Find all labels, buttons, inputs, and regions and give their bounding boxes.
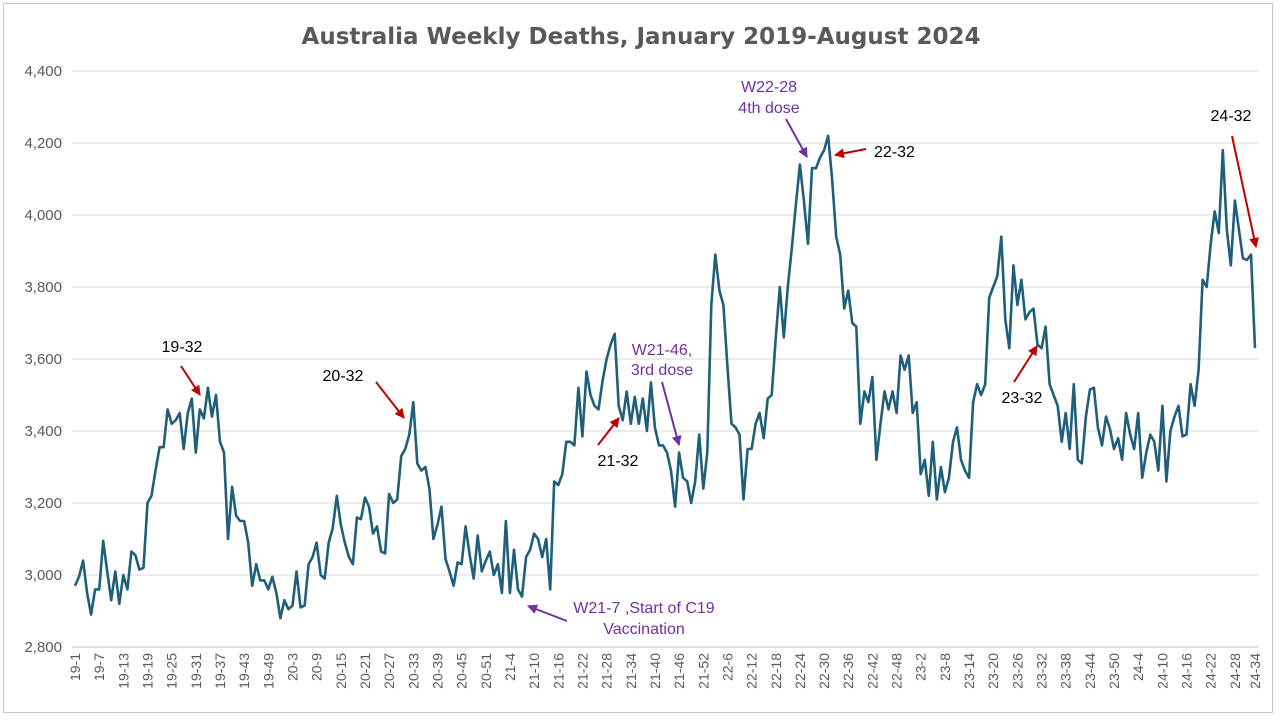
x-tick-label: 19-25 [164,653,180,689]
annotation-arrow [1231,135,1259,248]
x-tick-label: 20-51 [478,653,494,689]
y-tick-label: 3,000 [24,567,62,584]
x-tick-label: 23-14 [961,653,977,689]
annotation-label: 24-32 [1211,108,1252,125]
x-tick-label: 22-48 [889,653,905,689]
x-tick-label: 19-19 [139,653,155,689]
annotation-label: W22-28 [741,79,797,96]
x-tick-label: 19-49 [260,653,276,689]
x-tick-label: 19-1 [67,653,83,681]
x-tick-label: 20-3 [284,653,300,681]
x-tick-label: 21-40 [647,653,663,689]
x-tick-label: 19-43 [236,653,252,689]
x-tick-label: 20-9 [309,653,325,681]
x-tick-label: 23-2 [913,653,929,681]
x-tick-label: 21-10 [526,653,542,689]
x-tick-label: 19-7 [91,653,107,681]
y-tick-label: 4,400 [24,63,62,80]
x-tick-label: 22-6 [719,653,735,681]
annotation-arrow [661,381,682,446]
y-tick-label: 3,200 [24,495,62,512]
annotation-arrow [785,118,808,158]
x-tick-label: 20-27 [381,653,397,689]
x-tick-label: 20-15 [333,653,349,689]
line-chart: Australia Weekly Deaths, January 2019-Au… [24,24,1263,689]
x-tick-label: 21-46 [671,653,687,689]
annotation-arrow [597,417,620,446]
x-tick-label: 24-34 [1247,653,1263,689]
x-tick-label: 21-16 [550,653,566,689]
x-tick-label: 23-8 [937,653,953,681]
annotation-label: W21-46, [632,342,692,359]
x-tick-label: 19-13 [115,653,131,689]
y-tick-label: 4,000 [24,207,62,224]
x-tick-label: 20-39 [429,653,445,689]
y-tick-label: 2,800 [24,639,62,656]
x-axis: 19-1 19-7 19-13 19-19 19-25 19-31 19-37 19-43 19… [67,646,1263,689]
annotation-arrow [180,365,201,396]
x-tick-label: 23-32 [1034,653,1050,689]
x-tick-label: 23-38 [1058,653,1074,689]
x-tick-label: 24-16 [1179,653,1195,689]
x-tick-label: 24-4 [1130,653,1146,681]
annotation-arrow [375,381,405,419]
x-tick-label: 22-18 [768,653,784,689]
chart-title: Australia Weekly Deaths, January 2019-Au… [302,24,981,50]
annotation-label-2: 3rd dose [631,362,693,379]
x-tick-label: 21-28 [599,653,615,689]
x-tick-label: 24-28 [1227,653,1243,689]
x-tick-label: 24-10 [1154,653,1170,689]
annotation-label-2: Vaccination [603,621,685,638]
y-tick-label: 3,800 [24,279,62,296]
x-tick-label: 21-34 [623,653,639,689]
annotations: 19-32 20-32 21-32 W21-46, 3rd dose W21-7 ,Sta… [162,79,1259,638]
x-tick-label: 20-33 [405,653,421,689]
annotation-arrow [1013,345,1038,383]
x-tick-label: 21-4 [502,653,518,681]
series-layer [73,134,1257,620]
x-tick-label: 21-52 [695,653,711,689]
series-line [73,134,1257,620]
x-tick-label: 22-30 [816,653,832,689]
annotation-arrow [834,148,867,159]
x-tick-label: 23-50 [1106,653,1122,689]
annotation-label: 21-32 [598,453,639,470]
x-tick-label: 23-20 [985,653,1001,689]
x-tick-label: 22-36 [840,653,856,689]
annotation-label: 20-32 [323,368,364,385]
x-tick-label: 23-44 [1082,653,1098,689]
x-tick-label: 22-24 [792,653,808,689]
y-tick-label: 3,400 [24,423,62,440]
x-tick-label: 23-26 [1009,653,1025,689]
annotation-arrow [527,604,568,622]
annotation-label: 22-32 [874,144,915,161]
x-tick-label: 24-22 [1203,653,1219,689]
y-axis: 2,800 3,000 3,200 3,400 3,600 3,800 4,000 4,200… [24,63,62,656]
annotation-label: W21-7 ,Start of C19 [573,600,714,617]
annotation-label: 19-32 [162,339,203,356]
x-tick-label: 19-37 [212,653,228,689]
x-tick-label: 19-31 [188,653,204,689]
x-tick-label: 20-21 [357,653,373,689]
y-tick-label: 3,600 [24,351,62,368]
annotation-label-2: 4th dose [738,100,799,117]
annotation-label: 23-32 [1002,390,1043,407]
gridlines [72,70,1258,648]
chart-frame: Australia Weekly Deaths, January 2019-Au… [3,3,1273,713]
x-tick-label: 22-12 [744,653,760,689]
x-tick-label: 21-22 [574,653,590,689]
x-tick-label: 20-45 [454,653,470,689]
x-tick-label: 22-42 [864,653,880,689]
y-tick-label: 4,200 [24,135,62,152]
